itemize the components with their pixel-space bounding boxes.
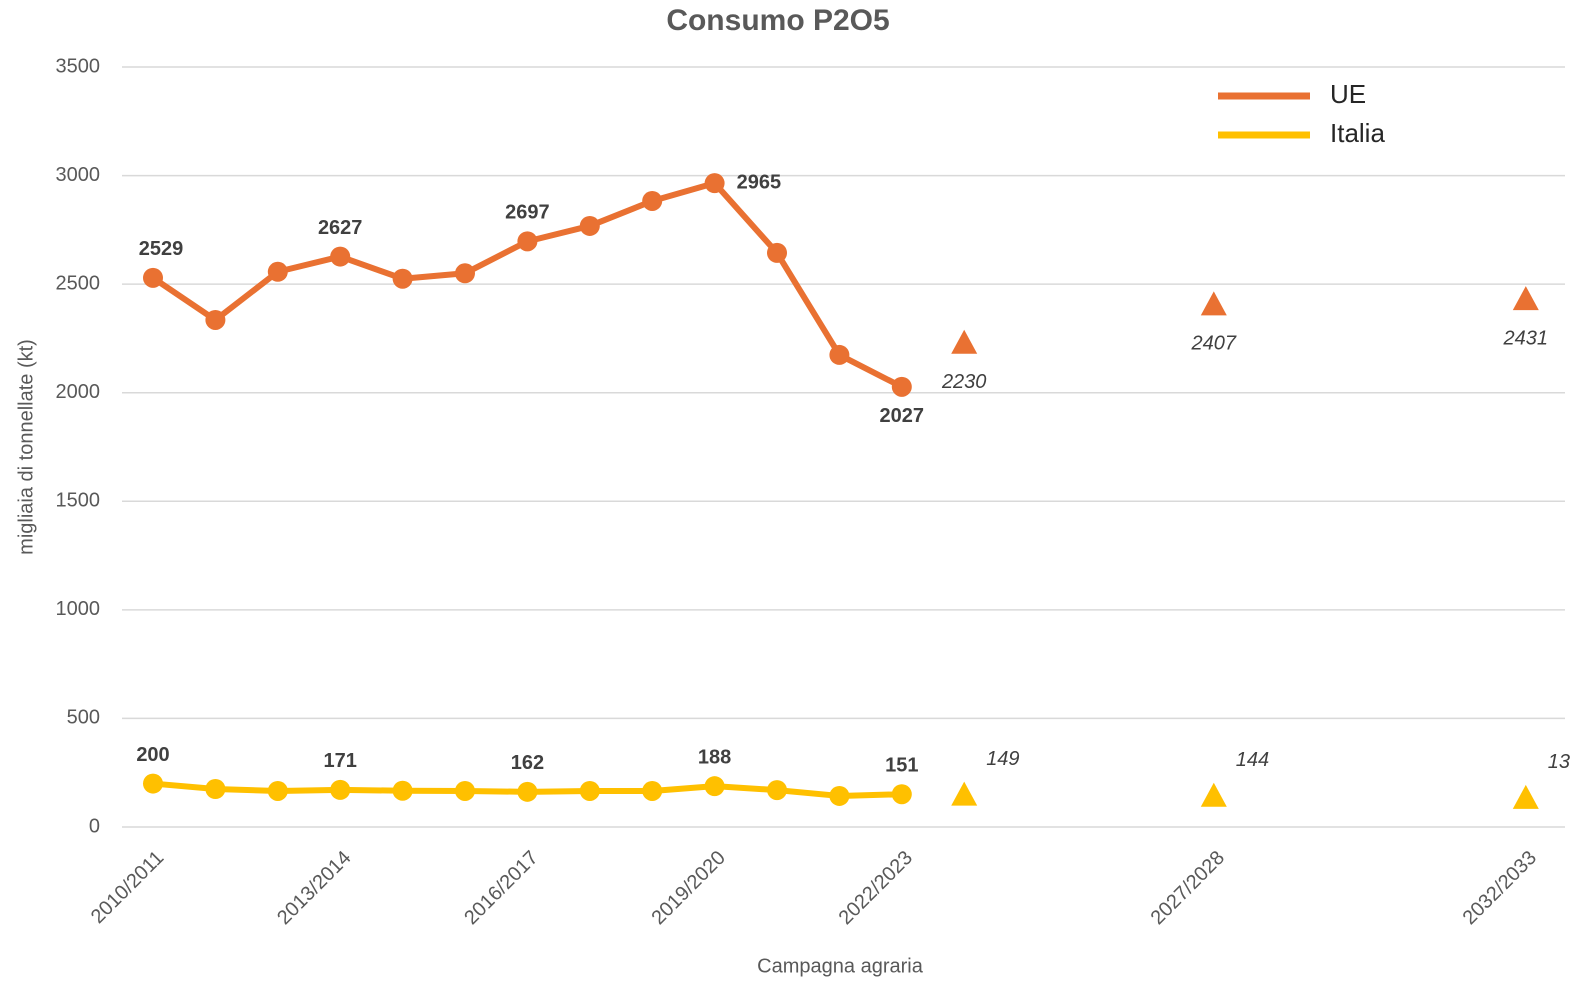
y-tick-label: 2000 [56,381,101,403]
data-point [642,190,663,211]
data-point [267,261,288,282]
y-tick-label: 1000 [56,598,101,620]
data-point [767,242,787,263]
legend-label: Italia [1330,118,1385,148]
forecast-marker [1512,286,1539,311]
chart-title: Consumo P2O5 [666,4,889,37]
forecast-label: 134 [1548,751,1570,773]
x-tick-label: 2016/2017 [460,847,542,929]
data-point [829,785,850,806]
forecast-label: 149 [986,748,1019,770]
data-point [891,784,912,805]
data-label: 2529 [139,238,184,260]
data-label: 151 [885,754,918,776]
data-label: 200 [136,744,169,766]
data-point [829,344,850,365]
x-tick-label: 2032/2033 [1459,847,1541,929]
legend-label: UE [1330,79,1366,109]
x-axis-title: Campagna agraria [757,955,924,977]
data-point [579,215,600,236]
forecast-marker [1200,291,1227,316]
forecast-marker [951,329,978,354]
data-point [392,780,413,801]
data-point [205,309,226,330]
data-point [330,779,351,800]
data-point [517,231,538,252]
forecast-marker [951,781,978,806]
forecast-marker [1512,784,1539,809]
data-point [143,267,163,288]
y-tick-label: 1500 [56,490,101,512]
data-point [267,780,288,801]
y-tick-label: 2500 [56,272,101,294]
data-point [330,246,351,267]
data-point [704,173,725,194]
x-tick-label: 2022/2023 [835,847,917,929]
y-tick-label: 3500 [56,55,101,77]
x-tick-label: 2010/2011 [87,847,168,928]
data-point [392,268,413,289]
data-label: 2965 [737,171,782,193]
x-tick-label: 2019/2020 [647,847,729,929]
x-tick-label: 2013/2014 [273,847,355,929]
data-point [143,773,163,794]
data-point [455,780,475,801]
data-label: 171 [324,750,357,772]
data-point [767,780,787,801]
forecast-label: 2431 [1503,327,1549,349]
y-tick-label: 3000 [56,164,101,186]
forecast-label: 2230 [941,371,987,393]
forecast-marker [1200,782,1227,807]
y-axis-title: migliaia di tonnellate (kt) [15,339,37,555]
y-tick-label: 500 [67,707,100,729]
data-point [579,780,600,801]
y-tick-label: 0 [89,815,100,837]
data-point [517,781,538,802]
data-point [455,263,475,284]
data-label: 188 [698,746,731,768]
data-point [642,780,663,801]
data-point [891,376,912,397]
data-label: 162 [511,752,544,774]
forecast-label: 144 [1236,749,1269,771]
x-tick-label: 2027/2028 [1147,847,1229,929]
data-label: 2627 [318,217,363,239]
data-label: 2027 [880,405,925,427]
data-label: 2697 [505,202,550,224]
data-point [704,776,725,797]
data-point [205,779,226,799]
forecast-label: 2407 [1191,333,1237,355]
